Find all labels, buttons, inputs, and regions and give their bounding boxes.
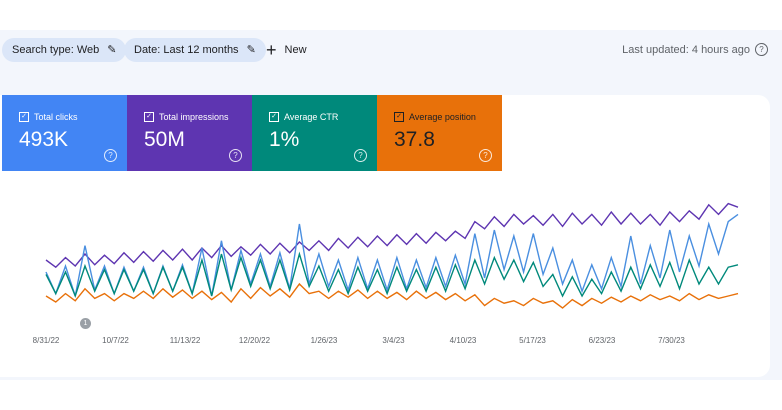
metric-label: ✓ Total impressions: [144, 112, 229, 122]
x-tick-label: 1/26/23: [310, 336, 338, 345]
metric-label-text: Average CTR: [284, 112, 339, 122]
x-tick-label: 7/30/23: [658, 336, 685, 345]
x-tick-label: 8/31/22: [32, 336, 60, 345]
new-label: New: [284, 44, 307, 56]
metric-label-text: Total clicks: [34, 112, 78, 122]
plus-icon: +: [266, 40, 277, 60]
series-line-average-position: [45, 282, 739, 309]
x-tick-label: 4/10/23: [449, 336, 477, 345]
search-type-filter[interactable]: Search type: Web ✎: [2, 38, 127, 62]
metric-card-average-ctr[interactable]: ✓ Average CTR 1%?: [252, 95, 377, 171]
metric-label-text: Average position: [409, 112, 476, 122]
edit-pencil-icon: ✎: [246, 44, 256, 56]
edit-pencil-icon: ✎: [107, 44, 117, 56]
help-icon[interactable]: ?: [229, 149, 242, 162]
metric-value: 37.8: [394, 128, 435, 151]
x-tick-label: 6/23/23: [588, 336, 616, 345]
metric-value: 493K: [19, 128, 69, 151]
date-filter[interactable]: Date: Last 12 months ✎: [124, 38, 266, 62]
metric-label: ✓ Total clicks: [19, 112, 78, 122]
x-tick-label: 11/13/22: [169, 336, 201, 345]
metric-label: ✓ Average position: [394, 112, 476, 122]
annotation-marker[interactable]: 1: [80, 318, 91, 329]
metric-card-total-impressions[interactable]: ✓ Total impressions 50M?: [127, 95, 252, 171]
checkbox-icon[interactable]: ✓: [19, 112, 29, 122]
metric-value: 1%: [269, 128, 300, 151]
help-icon[interactable]: ?: [354, 149, 367, 162]
x-tick-label: 12/20/22: [238, 336, 271, 345]
checkbox-icon[interactable]: ✓: [144, 112, 154, 122]
metric-card-average-position[interactable]: ✓ Average position 37.8?: [377, 95, 502, 171]
search-type-label: Search type: Web: [12, 44, 100, 56]
date-label: Date: Last 12 months: [134, 44, 239, 56]
x-tick-label: 3/4/23: [382, 336, 405, 345]
new-filter-button[interactable]: + New: [266, 38, 307, 62]
checkbox-icon[interactable]: ✓: [394, 112, 404, 122]
series-line-average-ctr: [45, 251, 739, 299]
x-tick-label: 10/7/22: [102, 336, 129, 345]
help-icon[interactable]: ?: [755, 43, 768, 56]
x-tick-label: 5/17/23: [519, 336, 546, 345]
series-line-total-impressions: [45, 202, 739, 269]
help-icon[interactable]: ?: [104, 149, 117, 162]
checkbox-icon[interactable]: ✓: [269, 112, 279, 122]
metric-label: ✓ Average CTR: [269, 112, 338, 122]
help-icon[interactable]: ?: [479, 149, 492, 162]
metric-label-text: Total impressions: [159, 112, 229, 122]
metric-value: 50M: [144, 128, 185, 151]
last-updated-text: Last updated: 4 hours ago: [622, 43, 750, 56]
last-updated: Last updated: 4 hours ago?: [622, 43, 768, 56]
metric-card-total-clicks[interactable]: ✓ Total clicks 493K?: [2, 95, 127, 171]
